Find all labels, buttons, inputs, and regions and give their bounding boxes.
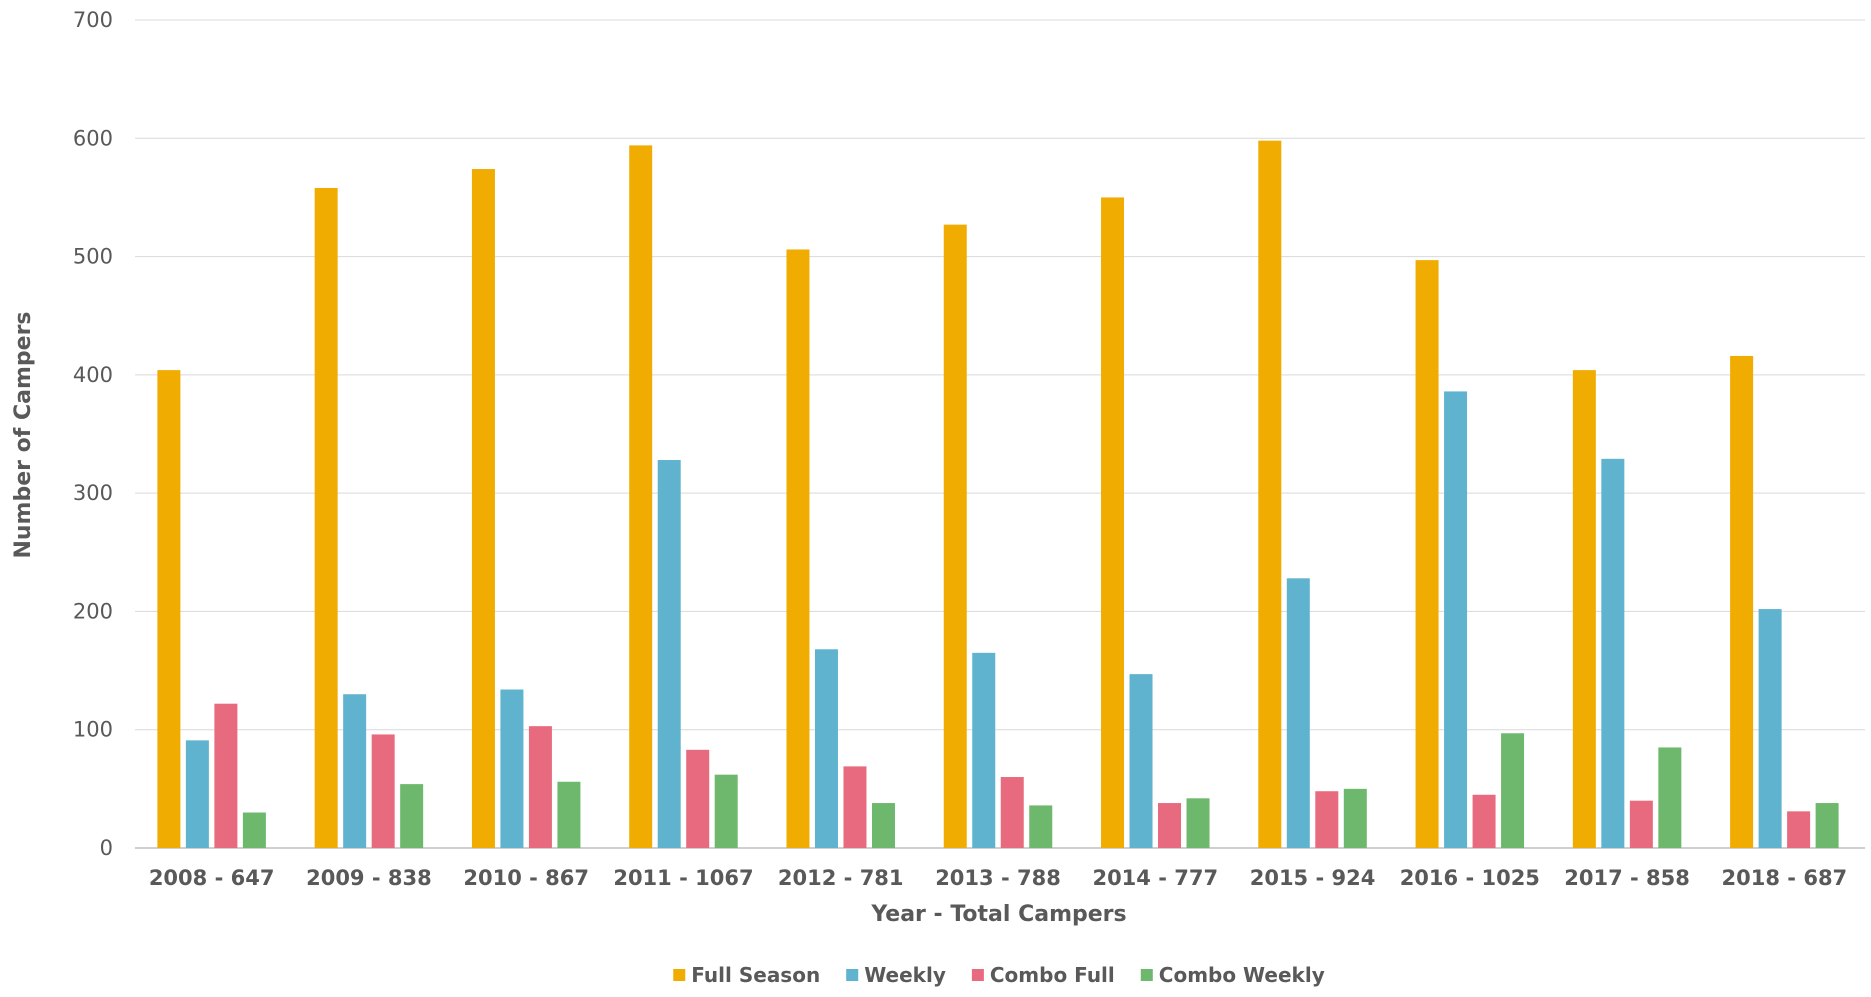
bar-combo-full (1315, 791, 1339, 848)
bar-full-season (943, 224, 967, 849)
x-tick-label: 2016 - 1025 (1400, 866, 1540, 890)
bar-full-season (471, 169, 495, 849)
bar-combo-weekly (1029, 805, 1053, 848)
x-tick-label: 2013 - 788 (935, 866, 1061, 890)
bar-combo-weekly (1186, 798, 1210, 848)
bar-weekly (1444, 391, 1468, 848)
legend-label: Combo Full (990, 963, 1115, 987)
bar-weekly (500, 689, 524, 848)
bar-weekly (814, 649, 838, 848)
bar-combo-weekly (1658, 747, 1682, 848)
bar-weekly (343, 694, 367, 848)
legend-swatch (1140, 969, 1153, 981)
bars (157, 140, 1839, 849)
legend-swatch (971, 969, 984, 981)
bar-weekly (657, 460, 681, 848)
bar-combo-full (686, 749, 710, 848)
bar-weekly (1758, 609, 1782, 848)
bar-combo-full (1787, 811, 1811, 848)
bar-full-season (629, 145, 653, 848)
bar-weekly (972, 652, 996, 848)
bar-combo-full (1629, 800, 1653, 848)
bar-combo-full (528, 726, 552, 848)
bar-combo-weekly (242, 812, 266, 848)
legend-label: Full Season (691, 963, 820, 987)
bar-combo-full (214, 703, 238, 848)
y-tick-label: 100 (73, 718, 113, 742)
bar-full-season (1730, 355, 1754, 848)
bar-combo-full (1158, 803, 1182, 848)
bar-full-season (1572, 370, 1596, 848)
bar-combo-weekly (1343, 788, 1367, 848)
x-tick-label: 2015 - 924 (1250, 866, 1376, 890)
y-axis-title: Number of Campers (11, 311, 36, 558)
bar-full-season (786, 249, 810, 848)
bar-weekly (185, 740, 209, 848)
bar-combo-full (1000, 777, 1024, 848)
x-tick-label: 2014 - 777 (1092, 866, 1218, 890)
legend-label: Weekly (864, 963, 946, 987)
legend-swatch (673, 969, 686, 981)
x-tick-label: 2008 - 647 (149, 866, 275, 890)
bar-combo-weekly (400, 784, 424, 848)
x-axis-title: Year - Total Campers (870, 902, 1126, 927)
y-tick-label: 500 (73, 245, 113, 269)
y-tick-label: 200 (73, 599, 113, 623)
bar-weekly (1129, 674, 1153, 848)
bar-combo-full (843, 766, 867, 848)
bar-full-season (1258, 140, 1282, 848)
bar-combo-weekly (1501, 733, 1525, 848)
bar-combo-weekly (714, 774, 738, 848)
x-tick-label: 2018 - 687 (1722, 866, 1848, 890)
y-axis-ticks: 0 100 200 300 400 500 600 700 (73, 8, 113, 860)
bar-weekly (1601, 458, 1625, 848)
bar-combo-weekly (557, 781, 581, 848)
bar-full-season (1415, 260, 1439, 848)
bar-combo-weekly (871, 803, 895, 848)
y-tick-label: 0 (100, 836, 113, 860)
bar-combo-full (371, 734, 395, 848)
bar-full-season (314, 187, 338, 849)
bar-combo-full (1472, 794, 1496, 848)
y-tick-label: 600 (73, 126, 113, 150)
bar-full-season (1101, 197, 1125, 848)
legend-label: Combo Weekly (1159, 963, 1325, 987)
bar-combo-weekly (1815, 803, 1839, 848)
y-tick-label: 700 (73, 8, 113, 32)
x-tick-label: 2010 - 867 (463, 866, 589, 890)
y-tick-label: 300 (73, 481, 113, 505)
y-tick-label: 400 (73, 363, 113, 387)
x-axis-ticks: 2008 - 647 2009 - 838 2010 - 867 2011 - 106… (149, 866, 1847, 890)
x-tick-label: 2012 - 781 (778, 866, 904, 890)
bar-full-season (157, 370, 181, 848)
x-tick-label: 2011 - 1067 (613, 866, 753, 890)
x-tick-label: 2017 - 858 (1564, 866, 1690, 890)
bar-weekly (1286, 578, 1310, 848)
legend: Full Season Weekly Combo Full Combo Weekly (673, 963, 1325, 987)
legend-swatch (846, 969, 859, 981)
x-tick-label: 2009 - 838 (306, 866, 432, 890)
